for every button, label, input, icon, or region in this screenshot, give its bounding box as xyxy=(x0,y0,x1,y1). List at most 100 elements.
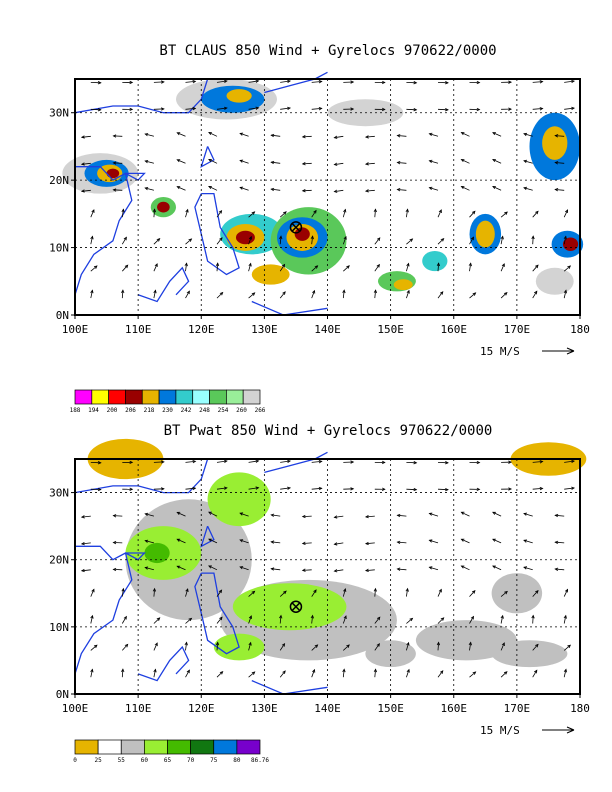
pwat-vector xyxy=(302,515,312,517)
claus-legend-label: 248 xyxy=(199,407,210,414)
pwat-vector xyxy=(121,669,124,678)
pwat-vector-head xyxy=(460,538,465,542)
claus-vector-head xyxy=(364,135,369,139)
pwat-vector-head xyxy=(239,566,244,570)
pwat-vector-head xyxy=(333,515,338,519)
claus-vector-head xyxy=(468,262,472,267)
claus-vector-head xyxy=(129,80,134,85)
claus-vector-head xyxy=(144,187,149,191)
pwat-vector xyxy=(469,590,476,597)
claus-x-tick-label: 180 xyxy=(570,323,590,336)
pwat-vector-head xyxy=(376,616,381,621)
claus-vector-head xyxy=(440,237,445,242)
pwat-vector-head xyxy=(219,616,223,621)
claus-vector xyxy=(437,238,444,245)
pwat-legend-swatch xyxy=(120,739,145,755)
claus-vector xyxy=(177,132,186,137)
pwat-vector xyxy=(334,515,344,518)
pwat-vector xyxy=(153,642,158,651)
pwat-vector-head xyxy=(539,486,544,491)
claus-vector-head xyxy=(208,132,212,136)
pwat-vector xyxy=(153,461,164,463)
claus-legend-swatch xyxy=(108,389,126,405)
pwat-vector-head xyxy=(90,614,94,619)
claus-vector-head xyxy=(144,133,149,137)
claus-vector xyxy=(177,159,186,164)
claus-vector xyxy=(469,211,476,218)
claus-vector xyxy=(564,107,575,110)
claus-vector xyxy=(374,264,380,272)
claus-vector-scale: 15 M/S xyxy=(480,345,575,358)
pwat-vector-head xyxy=(523,512,528,516)
claus-vector xyxy=(532,211,539,218)
claus-vector-head xyxy=(563,235,567,240)
pwat-vector-head xyxy=(186,669,190,674)
pwat-vector xyxy=(239,512,249,517)
claus-vector-head xyxy=(342,289,346,294)
pwat-vector-head xyxy=(239,539,244,543)
pwat-vector-head xyxy=(124,643,129,648)
claus-vector xyxy=(334,162,344,165)
pwat-vector xyxy=(302,569,312,571)
claus-vector xyxy=(185,263,187,272)
claus-vector xyxy=(248,211,255,218)
pwat-vector-head xyxy=(270,513,275,517)
claus-vector-head xyxy=(436,262,441,267)
claus-vector-head xyxy=(215,262,220,267)
claus-vector xyxy=(208,132,218,137)
pwat-vector-head xyxy=(208,511,212,515)
pwat-vector xyxy=(208,511,218,517)
pwat-vector-head xyxy=(428,539,433,543)
pwat-vector-head xyxy=(223,459,228,464)
claus-vector xyxy=(555,162,565,164)
pwat-vector-head xyxy=(121,668,125,673)
claus-vector-head xyxy=(460,186,465,190)
claus-vector-head xyxy=(239,132,244,136)
pwat-vector-head xyxy=(112,567,117,572)
claus-vector-head xyxy=(571,106,576,111)
pwat-field xyxy=(87,438,587,668)
pwat-x-tick-label: 140E xyxy=(314,702,341,715)
claus-title: BT CLAUS 850 Wind + Gyrelocs 970622/0000 xyxy=(159,43,496,59)
claus-vector-head xyxy=(80,162,85,166)
pwat-vector-head xyxy=(121,587,125,592)
pwat-x-tick-label: 100E xyxy=(62,702,89,715)
pwat-vector-head xyxy=(301,514,306,519)
pwat-vector xyxy=(500,671,508,678)
claus-vector xyxy=(406,209,408,218)
pwat-vector-head xyxy=(333,542,338,546)
pwat-vector xyxy=(523,513,533,517)
claus-vector xyxy=(279,291,286,299)
claus-vector xyxy=(311,108,322,110)
pwat-vector xyxy=(271,541,281,544)
claus-vector xyxy=(461,186,470,191)
pwat-vector xyxy=(145,567,155,571)
claus-vector-head xyxy=(470,236,474,241)
pwat-vector xyxy=(280,460,291,463)
claus-vector xyxy=(216,237,223,245)
claus-vector xyxy=(365,189,375,192)
claus-panel: BT CLAUS 850 Wind + Gyrelocs 970622/0000… xyxy=(49,43,590,414)
claus-vector-head xyxy=(279,235,283,240)
pwat-y-tick-label: 0N xyxy=(56,688,69,701)
claus-gyre-circle xyxy=(289,221,303,234)
pwat-x-tick-label: 110E xyxy=(125,702,152,715)
pwat-vector xyxy=(469,642,472,651)
claus-x-tick-label: 140E xyxy=(314,323,341,336)
pwat-vector xyxy=(564,460,575,463)
pwat-vector xyxy=(365,569,375,571)
claus-vector xyxy=(500,211,508,218)
pwat-vector xyxy=(271,514,281,517)
claus-vector xyxy=(216,107,227,110)
claus-vector-head xyxy=(239,186,244,190)
pwat-gyre-cross xyxy=(291,602,301,612)
claus-vector xyxy=(437,209,442,218)
claus-vector-head xyxy=(270,160,275,165)
pwat-vector xyxy=(271,568,281,571)
claus-vector-head xyxy=(223,79,228,84)
claus-vector-head xyxy=(381,107,386,112)
pwat-vector-head xyxy=(438,588,442,593)
pwat-vector xyxy=(280,487,291,490)
pwat-vector-head xyxy=(144,566,149,570)
claus-vector-head xyxy=(472,292,477,296)
